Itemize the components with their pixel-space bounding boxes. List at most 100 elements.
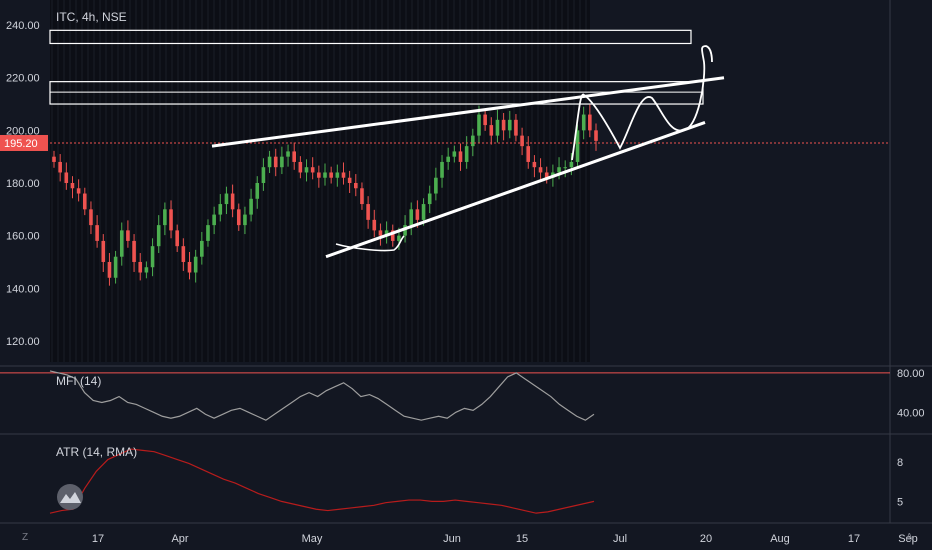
candle-body bbox=[286, 151, 290, 157]
candle-body bbox=[292, 151, 297, 162]
mfi-tick-label: 40.00 bbox=[897, 407, 925, 419]
atr-tick-label: 5 bbox=[897, 496, 903, 508]
candle-body bbox=[378, 230, 383, 236]
candle-body bbox=[575, 130, 580, 162]
candle-body bbox=[236, 209, 241, 226]
time-tick-label: 17 bbox=[92, 533, 104, 545]
candle-body bbox=[163, 209, 167, 226]
candle-body bbox=[193, 256, 198, 273]
mfi-panel[interactable]: 80.00 40.00 bbox=[0, 368, 925, 421]
candle-body bbox=[255, 183, 260, 199]
main-title: ITC, 4h, NSE bbox=[56, 10, 127, 24]
candle-body bbox=[347, 177, 352, 183]
timezone-button[interactable]: Z bbox=[18, 528, 34, 544]
last-price-label: 195.20 bbox=[4, 138, 38, 150]
candle-body bbox=[594, 130, 598, 141]
candle-body bbox=[501, 119, 506, 131]
time-tick-label: Jul bbox=[613, 533, 627, 545]
candle-body bbox=[212, 214, 216, 226]
atr-panel[interactable]: 85 bbox=[49, 448, 903, 514]
time-tick-label: Jun bbox=[443, 533, 461, 545]
candle-body bbox=[581, 114, 586, 131]
upper-trendline[interactable] bbox=[211, 76, 725, 148]
candle-body bbox=[471, 135, 475, 147]
candle-body bbox=[156, 225, 161, 247]
candle-body bbox=[384, 230, 389, 236]
candle-body bbox=[421, 204, 426, 220]
price-tick-label: 160.00 bbox=[6, 231, 40, 243]
candle-body bbox=[353, 183, 358, 189]
lower-trendline[interactable] bbox=[325, 121, 706, 259]
candle-body bbox=[181, 246, 186, 262]
price-tick-label: 180.00 bbox=[6, 178, 40, 190]
candle-body bbox=[310, 167, 315, 173]
candle-body bbox=[169, 209, 173, 231]
candle-body bbox=[317, 172, 321, 178]
candle-body bbox=[458, 151, 463, 162]
candle-body bbox=[187, 261, 192, 273]
candle-body bbox=[267, 156, 272, 168]
candle-body bbox=[341, 172, 346, 178]
price-tick-label: 220.00 bbox=[6, 73, 40, 85]
time-tick-label: 15 bbox=[516, 533, 528, 545]
svg-text:Z: Z bbox=[22, 532, 28, 543]
candle-body bbox=[538, 167, 543, 173]
candle-body bbox=[335, 172, 340, 178]
data-area-background bbox=[50, 0, 590, 362]
candle-body bbox=[261, 167, 266, 183]
candle-body bbox=[415, 209, 420, 220]
projection-drawing[interactable] bbox=[571, 45, 713, 161]
candle-body bbox=[218, 204, 223, 215]
candle-body bbox=[434, 177, 438, 194]
candle-body bbox=[366, 204, 370, 220]
candle-body bbox=[390, 230, 395, 241]
candle-body bbox=[526, 146, 531, 162]
price-panel[interactable]: 120.00 140.00 160.00 180.00 200.00 220.00 240.… bbox=[0, 0, 890, 362]
candle-body bbox=[483, 114, 487, 126]
price-tick-label: 200.00 bbox=[6, 125, 40, 137]
mfi-tick-label: 80.00 bbox=[897, 368, 925, 380]
candle-body bbox=[119, 230, 124, 257]
candle-body bbox=[446, 156, 450, 162]
support-scribble bbox=[335, 235, 405, 252]
candle-body bbox=[107, 261, 112, 278]
candle-body bbox=[95, 225, 99, 241]
logo-icon bbox=[57, 484, 83, 510]
resistance-zone bbox=[49, 81, 704, 105]
time-tick-label: Sep bbox=[898, 533, 918, 545]
candle-body bbox=[477, 114, 481, 136]
candle-body bbox=[360, 188, 364, 205]
candle-body bbox=[298, 161, 303, 173]
candle-body bbox=[64, 172, 69, 183]
candle-body bbox=[397, 235, 401, 241]
atr-title: ATR (14, RMA) bbox=[56, 445, 137, 459]
candle-body bbox=[427, 193, 432, 205]
candle-body bbox=[138, 261, 143, 273]
mfi-title: MFI (14) bbox=[56, 374, 101, 388]
candle-body bbox=[206, 225, 210, 241]
candle-body bbox=[76, 188, 81, 194]
candle-body bbox=[89, 209, 93, 226]
candle-body bbox=[520, 135, 524, 147]
candle-body bbox=[569, 161, 574, 168]
candle-body bbox=[175, 230, 179, 247]
auto-scale-button[interactable]: A bbox=[902, 528, 918, 544]
time-tick-label: Aug bbox=[770, 533, 790, 545]
candle-body bbox=[58, 161, 62, 173]
candle-body bbox=[101, 240, 106, 262]
candle-body bbox=[132, 240, 136, 262]
price-tick-label: 140.00 bbox=[6, 283, 40, 295]
candle-body bbox=[273, 156, 278, 168]
time-axis[interactable]: 17 Apr May Jun 15 Jul 20 Aug 17 Sep bbox=[92, 533, 918, 545]
time-tick-label: May bbox=[302, 533, 323, 545]
candle-body bbox=[557, 167, 561, 173]
candle-body bbox=[144, 267, 149, 273]
candle-body bbox=[532, 161, 537, 168]
candle-body bbox=[514, 119, 518, 136]
candle-body bbox=[249, 198, 253, 215]
svg-text:A: A bbox=[906, 532, 913, 543]
candle-body bbox=[464, 146, 469, 162]
candle-body bbox=[440, 161, 444, 178]
time-tick-label: 17 bbox=[848, 533, 860, 545]
candle-body bbox=[82, 193, 87, 210]
